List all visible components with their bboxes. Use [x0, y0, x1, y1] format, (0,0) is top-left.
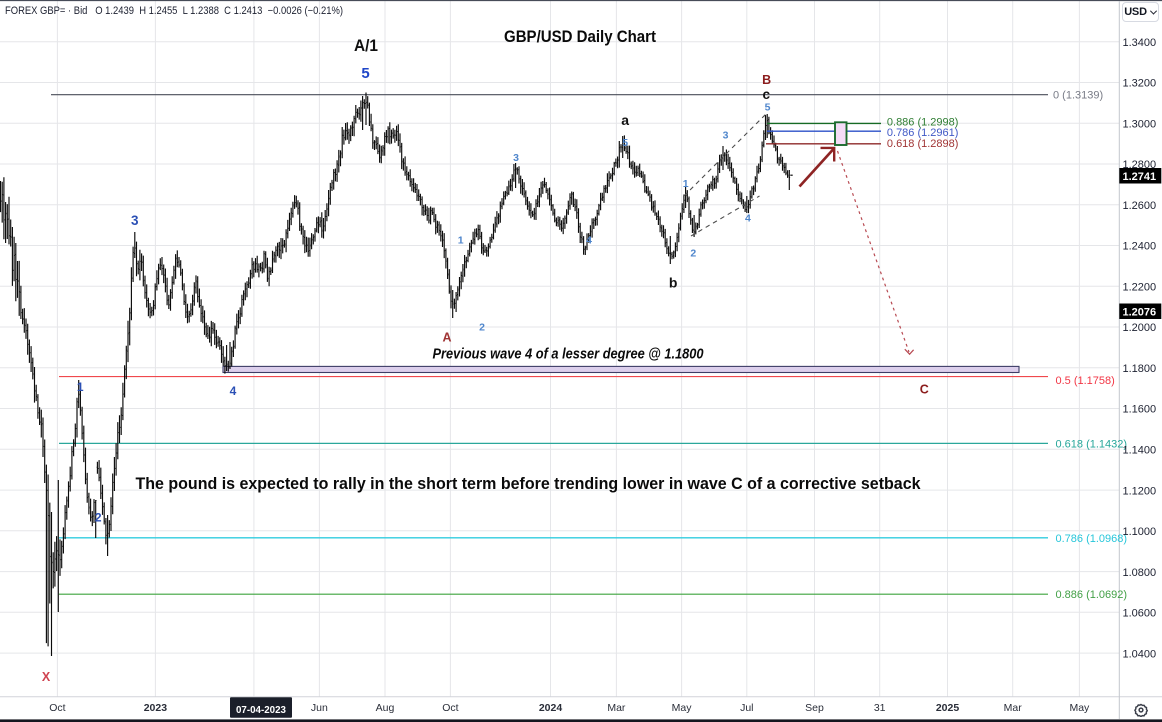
svg-text:Jun: Jun	[311, 702, 328, 714]
svg-text:1.0400: 1.0400	[1123, 648, 1157, 660]
svg-text:May: May	[672, 702, 693, 714]
svg-text:4: 4	[586, 235, 592, 247]
svg-text:3: 3	[723, 129, 729, 141]
svg-text:2: 2	[479, 322, 485, 334]
svg-text:X: X	[42, 670, 51, 684]
svg-text:1.2600: 1.2600	[1123, 200, 1157, 212]
svg-text:4: 4	[230, 384, 237, 398]
svg-text:May: May	[1069, 702, 1090, 714]
svg-text:Aug: Aug	[376, 702, 395, 714]
svg-text:1.3200: 1.3200	[1123, 78, 1157, 90]
svg-text:GBP/USD Daily Chart: GBP/USD Daily Chart	[504, 27, 656, 46]
svg-text:1: 1	[458, 235, 464, 247]
svg-text:B: B	[762, 73, 771, 87]
svg-text:3: 3	[131, 213, 139, 228]
svg-text:2024: 2024	[539, 702, 563, 714]
svg-text:1.2200: 1.2200	[1123, 281, 1157, 293]
svg-text:1.1200: 1.1200	[1123, 485, 1157, 497]
svg-text:1.3400: 1.3400	[1123, 37, 1157, 49]
svg-text:Mar: Mar	[607, 702, 626, 714]
svg-text:2025: 2025	[936, 702, 960, 714]
svg-text:1: 1	[683, 178, 689, 190]
svg-text:1.1600: 1.1600	[1123, 404, 1157, 416]
svg-text:5: 5	[361, 65, 369, 82]
svg-text:0.886 (1.2998): 0.886 (1.2998)	[887, 116, 959, 128]
svg-text:c: c	[762, 87, 770, 102]
svg-text:1.1000: 1.1000	[1123, 526, 1157, 538]
svg-text:0 (1.3139): 0 (1.3139)	[1053, 90, 1103, 102]
svg-text:The pound is expected to rally: The pound is expected to rally in the sh…	[136, 475, 922, 493]
svg-text:Jul: Jul	[740, 702, 753, 714]
svg-text:FOREX GBP= · Bid O 1.2439 H: FOREX GBP= · Bid O 1.2439 H 1.2455 L 1.2…	[5, 5, 343, 17]
svg-text:1.3000: 1.3000	[1123, 118, 1157, 130]
svg-text:2023: 2023	[144, 702, 168, 714]
svg-text:C: C	[920, 382, 929, 396]
svg-text:1.1400: 1.1400	[1123, 445, 1157, 457]
svg-text:0.886 (1.0692): 0.886 (1.0692)	[1056, 589, 1128, 601]
svg-text:0.786 (1.0968): 0.786 (1.0968)	[1056, 533, 1128, 545]
svg-text:0.618 (1.2898): 0.618 (1.2898)	[887, 138, 959, 150]
svg-text:4: 4	[745, 213, 751, 225]
svg-text:b: b	[669, 275, 678, 291]
svg-text:Previous wave 4 of a lesser de: Previous wave 4 of a lesser degree @ 1.1…	[433, 347, 704, 363]
svg-text:3: 3	[513, 152, 519, 164]
svg-text:1.2400: 1.2400	[1123, 241, 1157, 253]
svg-text:2: 2	[95, 511, 102, 525]
svg-text:Oct: Oct	[442, 702, 458, 714]
svg-text:31: 31	[874, 702, 886, 714]
svg-text:5: 5	[622, 137, 628, 149]
svg-text:A/1: A/1	[354, 37, 378, 55]
svg-text:Oct: Oct	[49, 702, 65, 714]
svg-text:0.786 (1.2961): 0.786 (1.2961)	[887, 127, 959, 139]
svg-text:0.618 (1.1432): 0.618 (1.1432)	[1056, 438, 1128, 450]
svg-text:1.0800: 1.0800	[1123, 567, 1157, 579]
svg-text:1.2076: 1.2076	[1123, 306, 1157, 318]
svg-text:2: 2	[690, 247, 696, 259]
svg-text:1.2800: 1.2800	[1123, 159, 1157, 171]
svg-text:Sep: Sep	[805, 702, 824, 714]
svg-text:A: A	[442, 331, 451, 345]
svg-text:1.0600: 1.0600	[1123, 608, 1157, 620]
svg-text:Mar: Mar	[1004, 702, 1023, 714]
svg-text:07-04-2023: 07-04-2023	[236, 704, 286, 716]
svg-text:1.2741: 1.2741	[1123, 171, 1157, 183]
svg-text:1.1800: 1.1800	[1123, 363, 1157, 375]
svg-text:5: 5	[765, 102, 771, 114]
svg-text:1.2000: 1.2000	[1123, 322, 1157, 334]
svg-text:a: a	[621, 112, 629, 128]
svg-text:0.5 (1.1758): 0.5 (1.1758)	[1056, 375, 1115, 387]
svg-text:1: 1	[77, 380, 84, 394]
